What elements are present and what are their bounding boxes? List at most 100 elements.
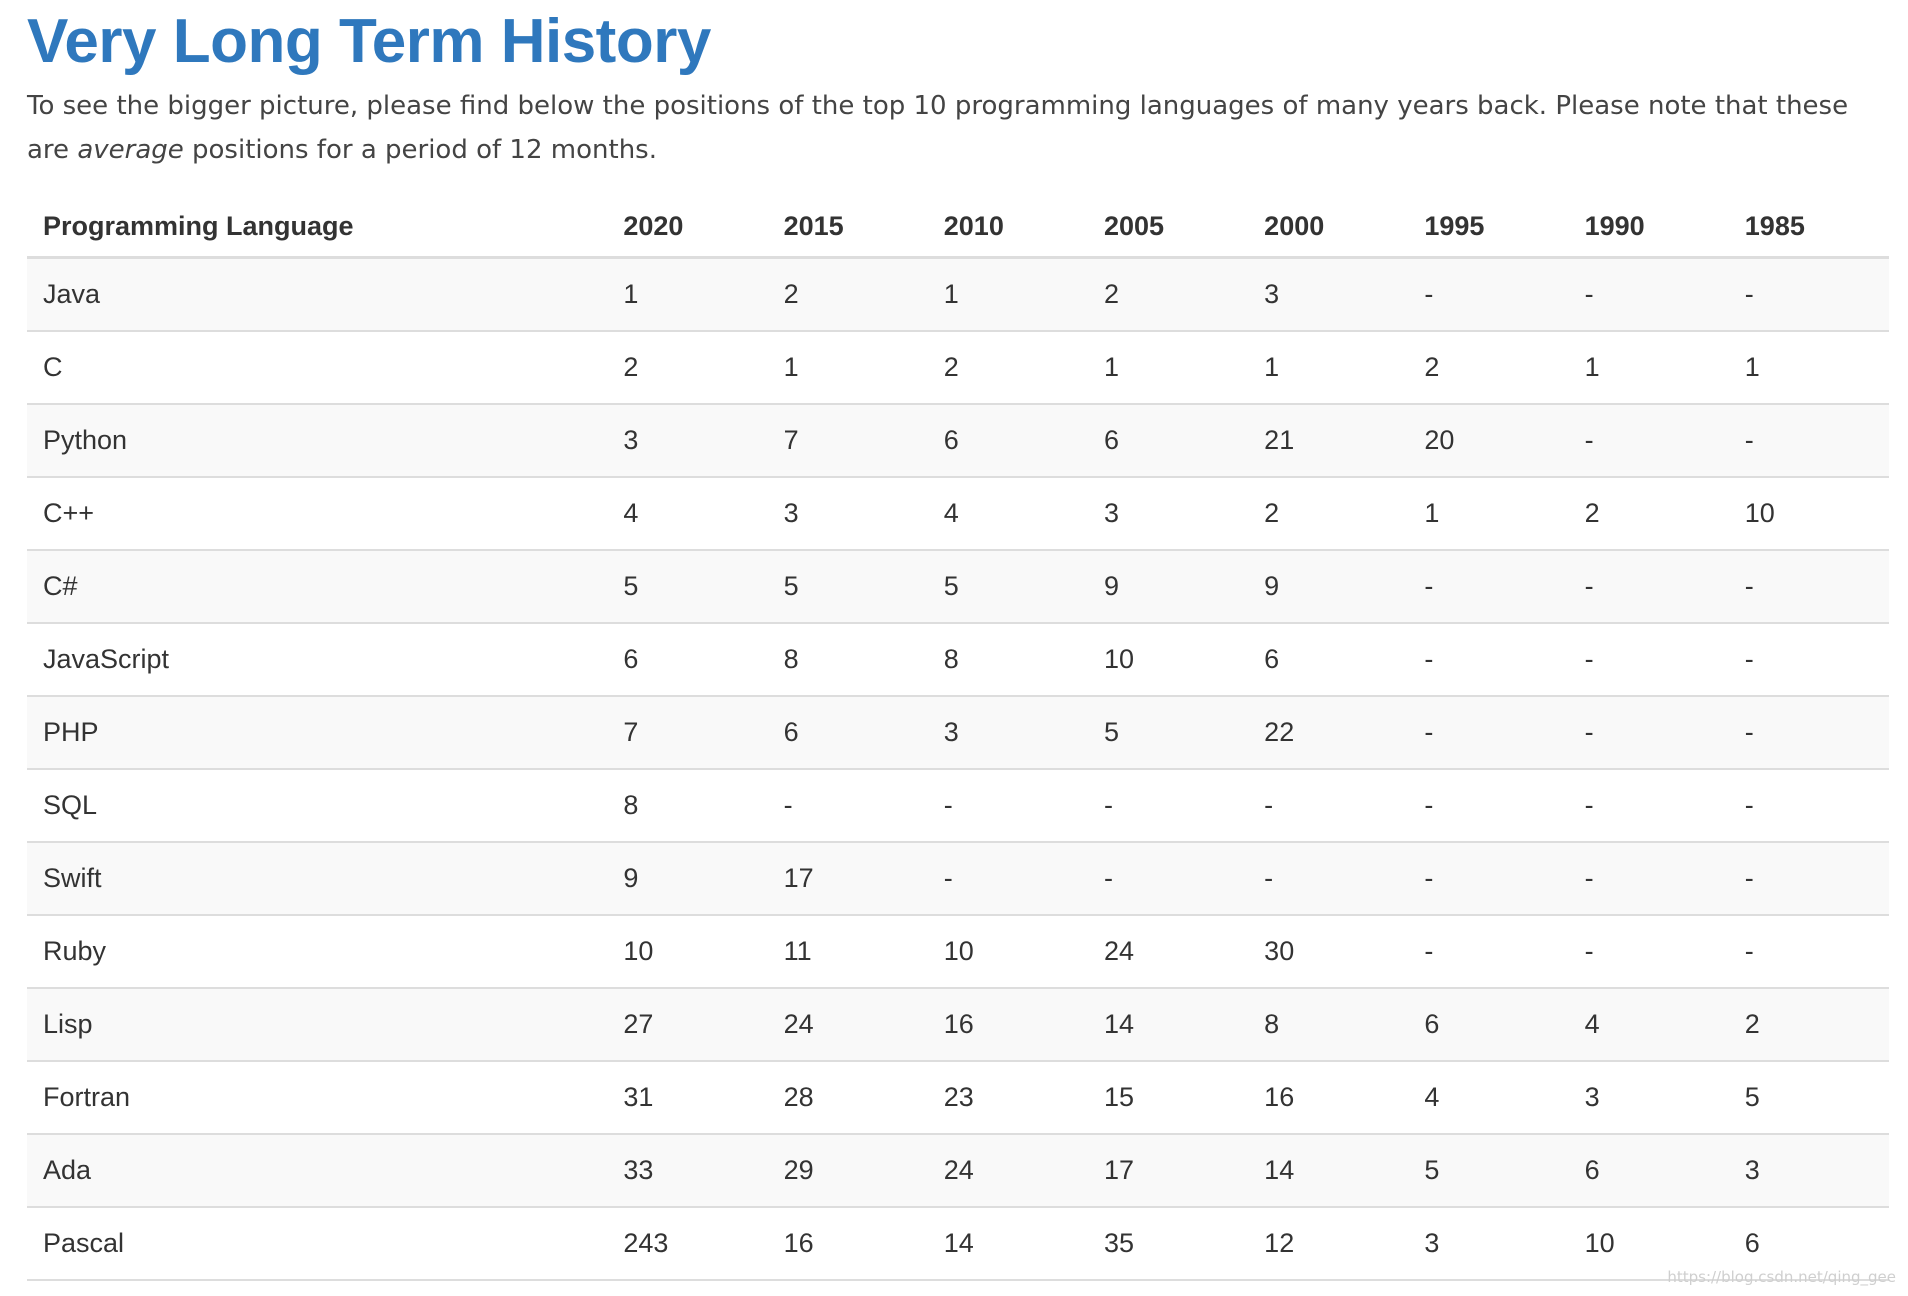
rank-cell: 1 — [767, 331, 928, 405]
rank-cell: 9 — [607, 842, 768, 916]
table-row: Ruby 10 11 10 24 30- - - — [27, 915, 1889, 989]
rank-cell: 1 — [1728, 331, 1889, 405]
watermark: https://blog.csdn.net/qing_gee — [1667, 1268, 1896, 1286]
table-row: PHP 7 6 3 5 22- - - — [27, 696, 1889, 770]
rank-cell: - — [1087, 769, 1249, 843]
rank-cell: 9 — [1087, 550, 1249, 624]
rank-cell: 6 — [927, 404, 1088, 478]
rank-cell: 1 — [927, 257, 1088, 332]
rank-cell: - — [1248, 769, 1409, 843]
rank-cell: 5 — [1408, 1134, 1569, 1208]
rank-cell: 17 — [1087, 1134, 1249, 1208]
intro-paragraph: To see the bigger picture, please find b… — [27, 84, 1889, 172]
rank-cell: 7 — [767, 404, 928, 478]
rank-cell: 8 — [767, 623, 928, 697]
rank-cell: 28 — [767, 1061, 928, 1135]
rank-cell: - — [1728, 550, 1889, 624]
rank-cell: 33 — [607, 1134, 768, 1208]
language-name-cell: Lisp — [27, 988, 608, 1062]
rank-cell: - — [1568, 769, 1729, 843]
rank-cell: 6 — [1568, 1134, 1729, 1208]
rank-cell: 2 — [1408, 331, 1569, 405]
language-name-cell: C++ — [27, 477, 608, 551]
language-name-cell: Java — [27, 257, 608, 332]
rank-cell: 3 — [1248, 257, 1409, 332]
intro-emphasis: average — [77, 135, 184, 165]
rank-cell: 1 — [1248, 331, 1409, 405]
table-row: Swift 9 17- - - - - - — [27, 842, 1889, 916]
column-header-year: 1995 — [1408, 196, 1569, 259]
table-header: Programming Language 2020 2015 2010 2005 2000… — [27, 196, 1889, 259]
rank-cell: - — [1568, 623, 1729, 697]
table-row: Pascal 243 16 14 35 12 3 10 6 — [27, 1207, 1889, 1281]
rank-cell: - — [1408, 623, 1569, 697]
rank-cell: 24 — [767, 988, 928, 1062]
rank-cell: 14 — [927, 1207, 1088, 1281]
rank-cell: - — [1568, 404, 1729, 478]
intro-text-end: positions for a period of 12 months. — [183, 135, 657, 165]
rank-cell: - — [1728, 915, 1889, 989]
rank-cell: - — [1568, 842, 1729, 916]
rank-cell: 35 — [1087, 1207, 1249, 1281]
rank-cell: - — [1568, 696, 1729, 770]
rank-cell: - — [1408, 257, 1569, 332]
rank-cell: 1 — [1568, 331, 1729, 405]
table-row: SQL 8- - - - - - - — [27, 769, 1889, 843]
rank-cell: 6 — [1087, 404, 1249, 478]
rank-cell: - — [1087, 842, 1249, 916]
rank-cell: 2 — [767, 257, 928, 332]
rank-cell: 5 — [767, 550, 928, 624]
rank-cell: 21 — [1248, 404, 1409, 478]
rank-cell: 31 — [607, 1061, 768, 1135]
column-header-year: 2015 — [767, 196, 928, 259]
rank-cell: 23 — [927, 1061, 1088, 1135]
rank-cell: 16 — [767, 1207, 928, 1281]
rank-cell: - — [1408, 842, 1569, 916]
rank-cell: 12 — [1248, 1207, 1409, 1281]
rank-cell: 1 — [1087, 331, 1249, 405]
rank-cell: 4 — [927, 477, 1088, 551]
rank-cell: - — [1408, 915, 1569, 989]
table-row: Fortran 31 28 23 15 16 4 3 5 — [27, 1061, 1889, 1135]
rank-cell: - — [1728, 404, 1889, 478]
table-row: Lisp 27 24 16 14 8 6 4 2 — [27, 988, 1889, 1062]
table-row: C# 5 5 5 9 9- - - — [27, 550, 1889, 624]
language-name-cell: Swift — [27, 842, 608, 916]
header-row: Programming Language 2020 2015 2010 2005 2000… — [27, 196, 1889, 259]
rank-cell: 7 — [607, 696, 768, 770]
rank-cell: - — [1568, 257, 1729, 332]
language-name-cell: Fortran — [27, 1061, 608, 1135]
rank-cell: - — [1728, 623, 1889, 697]
rank-cell: 4 — [1568, 988, 1729, 1062]
rank-cell: 10 — [607, 915, 768, 989]
rank-cell: - — [1728, 696, 1889, 770]
column-header-year: 2020 — [607, 196, 768, 259]
rank-cell: 16 — [927, 988, 1088, 1062]
rank-cell: - — [1568, 550, 1729, 624]
rank-cell: 3 — [1408, 1207, 1569, 1281]
intro-text-start: To see the bigger picture, please find b… — [27, 91, 1849, 165]
table-row: C++ 4 3 4 3 2 1 2 10 — [27, 477, 1889, 551]
rank-cell: 8 — [1248, 988, 1409, 1062]
rank-cell: 8 — [927, 623, 1088, 697]
table-row: Java 1 2 1 2 3- - - — [27, 257, 1889, 332]
table-row: Ada 33 29 24 17 14 5 6 3 — [27, 1134, 1889, 1208]
column-header-language: Programming Language — [27, 196, 608, 259]
rank-cell: 14 — [1087, 988, 1249, 1062]
rank-cell: 6 — [1248, 623, 1409, 697]
column-header-year: 1990 — [1568, 196, 1729, 259]
page: Very Long Term History To see the bigger… — [27, 0, 1889, 1281]
rank-cell: 3 — [607, 404, 768, 478]
rank-cell: - — [927, 769, 1088, 843]
rank-cell: 8 — [607, 769, 768, 843]
rank-cell: 2 — [607, 331, 768, 405]
rank-cell: 6 — [767, 696, 928, 770]
rank-cell: 24 — [1087, 915, 1249, 989]
rank-cell: - — [1248, 842, 1409, 916]
rank-cell: 6 — [1728, 1207, 1889, 1281]
history-table: Programming Language 2020 2015 2010 2005 2000… — [27, 196, 1889, 1281]
rank-cell: 5 — [1087, 696, 1249, 770]
column-header-year: 2010 — [927, 196, 1088, 259]
rank-cell: - — [1728, 842, 1889, 916]
